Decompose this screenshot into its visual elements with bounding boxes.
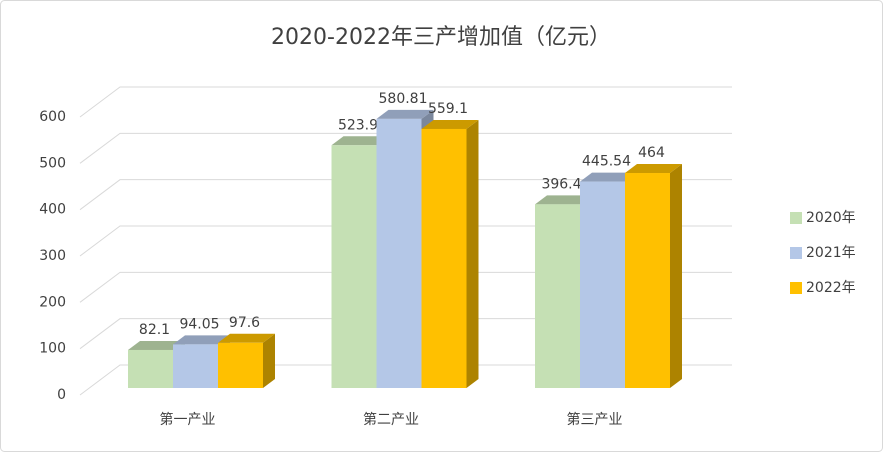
y-tick-label: 0 [57, 387, 66, 403]
grid-line [79, 132, 732, 164]
bar-top [625, 164, 682, 174]
value-label: 523.9 [338, 117, 378, 133]
bar-top [580, 172, 637, 182]
value-label: 97.6 [229, 315, 260, 331]
legend-label: 2021年 [806, 245, 856, 261]
x-tick-label: 第二产业 [363, 411, 419, 428]
bar [580, 181, 625, 388]
grid-line [79, 318, 732, 350]
x-tick-label: 第三产业 [567, 411, 623, 428]
bar [128, 349, 173, 388]
bar-top [173, 335, 230, 345]
legend-swatch [790, 282, 802, 294]
value-label: 445.54 [582, 154, 631, 170]
bar [218, 342, 263, 388]
value-label: 82.1 [139, 322, 170, 338]
y-tick-label: 200 [39, 294, 66, 310]
y-tick-label: 500 [39, 155, 66, 171]
grid-line [79, 225, 732, 257]
grid-line [79, 364, 732, 396]
value-label: 464 [638, 145, 665, 161]
legend-label: 2020年 [806, 210, 856, 226]
legend-swatch [790, 247, 802, 259]
grid-line [79, 179, 732, 211]
value-label: 396.4 [541, 176, 581, 192]
bar-top [535, 195, 592, 205]
bar [625, 173, 670, 388]
value-label: 559.1 [428, 101, 468, 117]
bar-top [331, 136, 389, 146]
y-tick-label: 600 [39, 109, 66, 125]
bar-top [421, 119, 479, 129]
y-tick-label: 100 [39, 341, 66, 357]
value-label: 94.05 [179, 316, 219, 332]
value-label: 580.81 [379, 91, 428, 107]
bar-side [263, 333, 275, 388]
x-tick-label: 第一产业 [160, 411, 216, 428]
bar [173, 344, 218, 388]
legend-label: 2022年 [806, 280, 856, 296]
bar-top [218, 333, 275, 343]
bar [331, 145, 377, 388]
grid-line [79, 271, 732, 303]
y-tick-label: 400 [39, 202, 66, 218]
bar [376, 118, 422, 389]
bar-top [376, 109, 434, 119]
grid-line [79, 86, 732, 118]
bar-side [466, 119, 479, 389]
bar-top [128, 340, 185, 350]
y-tick-label: 300 [39, 248, 66, 264]
bar [421, 128, 467, 389]
bar [535, 204, 580, 388]
chart-title: 2020-2022年三产增加值（亿元） [271, 25, 611, 50]
legend-swatch [790, 212, 802, 224]
bar-side [670, 164, 682, 388]
